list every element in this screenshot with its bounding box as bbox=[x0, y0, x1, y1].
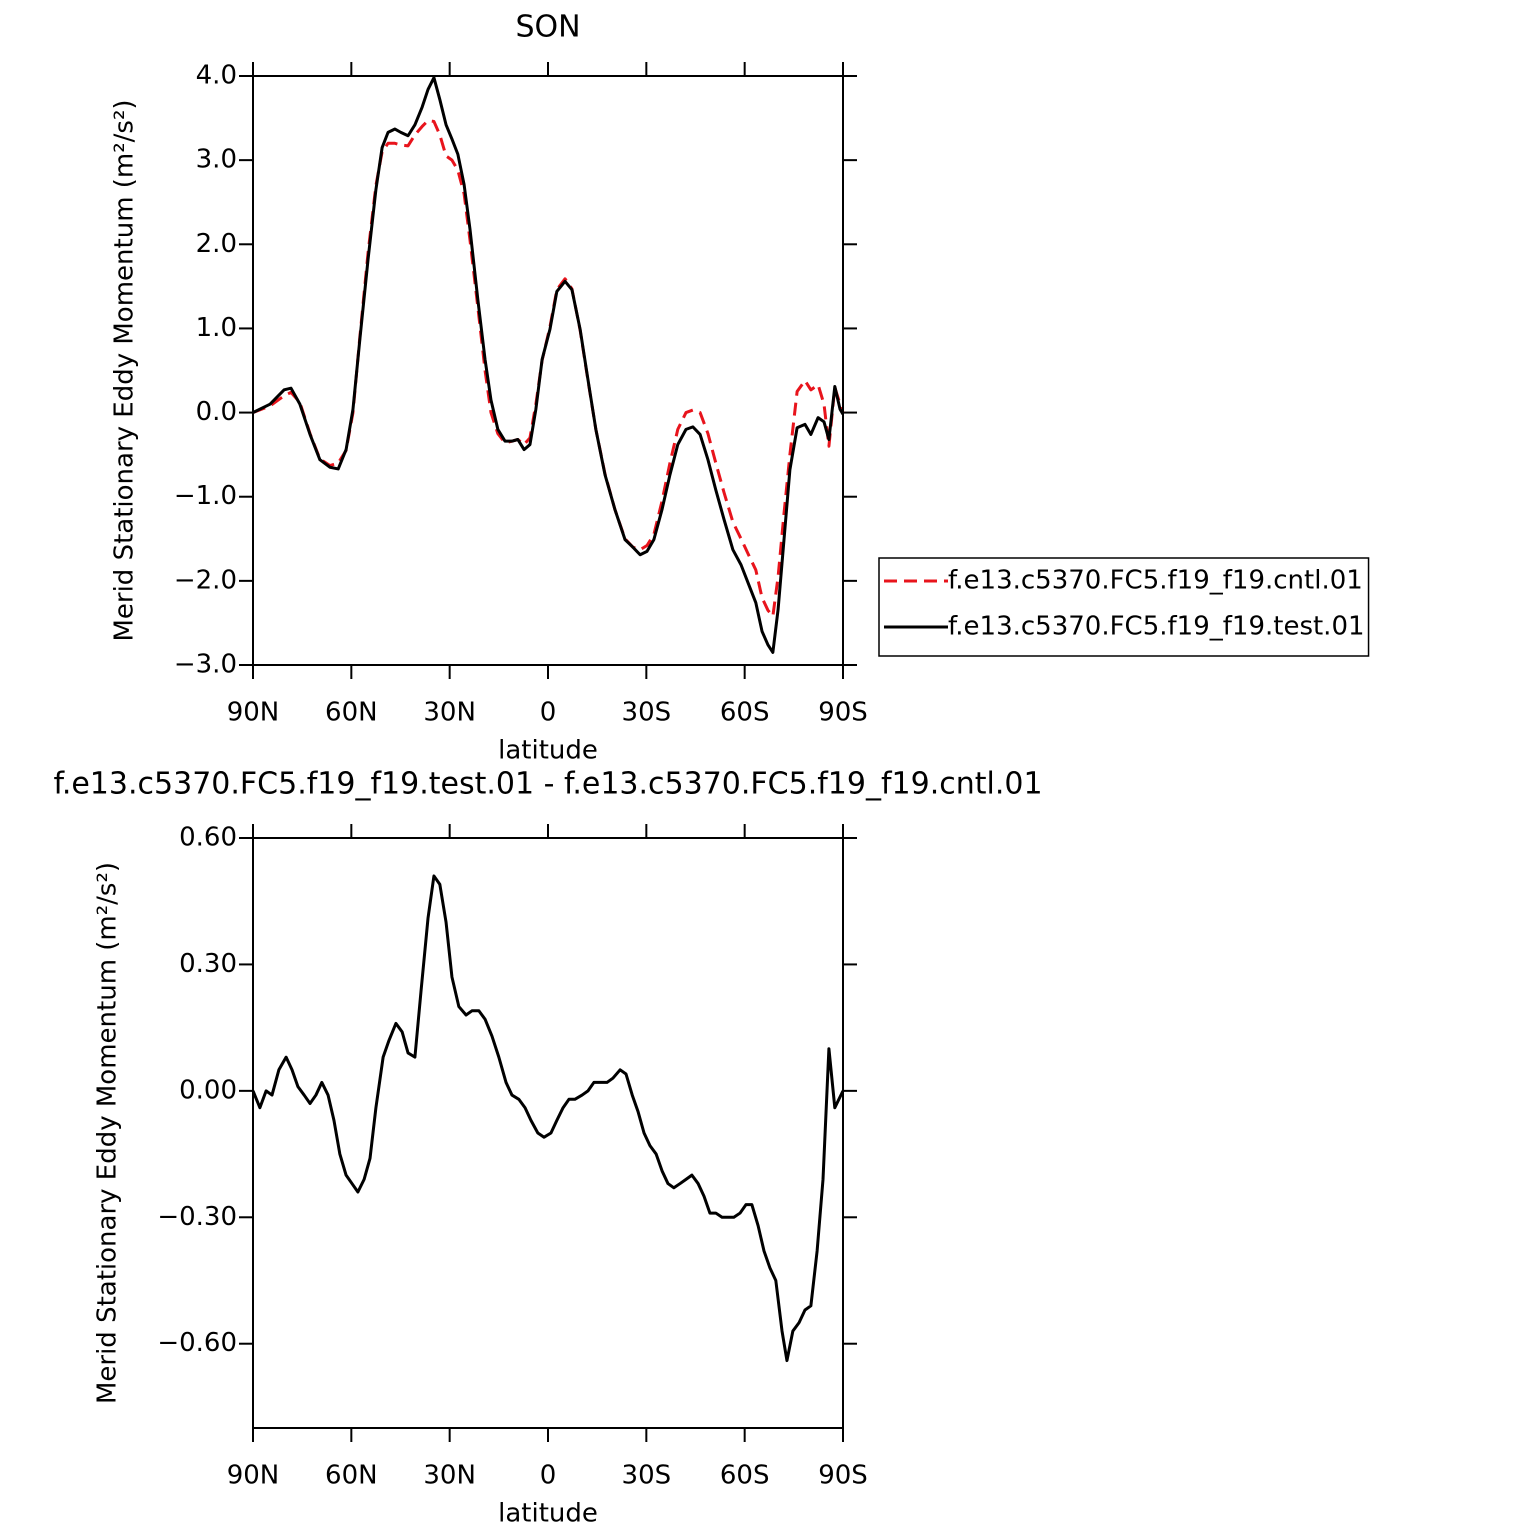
x-axis-label: latitude bbox=[498, 1499, 598, 1529]
x-tick-label: 60N bbox=[325, 698, 378, 728]
y-tick-label: 0.30 bbox=[179, 949, 237, 979]
y-tick-label: 4.0 bbox=[196, 61, 237, 91]
data-line bbox=[252, 119, 845, 618]
x-tick-label: 60S bbox=[720, 1461, 770, 1491]
x-tick-label: 0 bbox=[540, 698, 557, 728]
y-tick-label: −2.0 bbox=[174, 565, 237, 595]
y-tick-label: 0.60 bbox=[179, 823, 237, 853]
y-tick-label: −0.60 bbox=[157, 1328, 237, 1358]
x-tick-label: 60N bbox=[325, 1461, 378, 1491]
x-tick-label: 30S bbox=[622, 1461, 672, 1491]
x-axis-label: latitude bbox=[498, 736, 598, 766]
y-tick-label: −1.0 bbox=[174, 481, 237, 511]
x-tick-label: 30N bbox=[423, 698, 476, 728]
x-tick-label: 90S bbox=[818, 1461, 868, 1491]
plot-frame bbox=[252, 75, 844, 666]
legend-label: f.e13.c5370.FC5.f19_f19.cntl.01 bbox=[948, 566, 1363, 596]
y-axis-label: Merid Stationary Eddy Momentum (m²/s²) bbox=[110, 99, 140, 641]
chart-title: SON bbox=[515, 10, 580, 45]
data-line bbox=[251, 874, 845, 1363]
y-tick-label: 2.0 bbox=[196, 229, 237, 259]
y-tick-label: 1.0 bbox=[196, 313, 237, 343]
x-tick-label: 30N bbox=[423, 1461, 476, 1491]
y-tick-label: 0.0 bbox=[196, 397, 237, 427]
y-axis-label: Merid Stationary Eddy Momentum (m²/s²) bbox=[93, 862, 123, 1404]
chart-title: f.e13.c5370.FC5.f19_f19.test.01 - f.e13.… bbox=[53, 767, 1042, 802]
legend-box bbox=[878, 557, 1370, 657]
x-tick-label: 30S bbox=[622, 698, 672, 728]
x-tick-label: 90S bbox=[818, 698, 868, 728]
y-tick-label: −0.30 bbox=[157, 1202, 237, 1232]
x-tick-label: 60S bbox=[720, 698, 770, 728]
y-tick-label: −3.0 bbox=[174, 650, 237, 680]
legend-label: f.e13.c5370.FC5.f19_f19.test.01 bbox=[948, 612, 1365, 642]
plot-frame bbox=[252, 837, 844, 1429]
x-tick-label: 90N bbox=[227, 698, 280, 728]
y-tick-label: 3.0 bbox=[196, 145, 237, 175]
y-tick-label: 0.00 bbox=[179, 1075, 237, 1105]
x-tick-label: 90N bbox=[227, 1461, 280, 1491]
x-tick-label: 0 bbox=[540, 1461, 557, 1491]
data-line bbox=[252, 76, 845, 654]
